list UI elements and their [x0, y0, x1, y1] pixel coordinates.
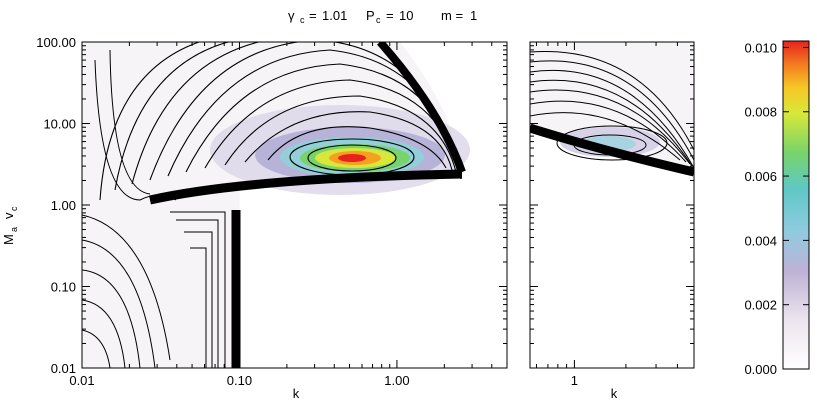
left-y-tick-label: 1.00 — [51, 198, 76, 213]
colorbar-ticks: 0.000 0.002 0.004 0.006 0.008 0.010 — [744, 40, 809, 377]
title-m: m = — [441, 8, 463, 23]
left-y-tick-label: 0.01 — [51, 361, 76, 376]
left-panel: 0.01 0.10 1.00 0.01 0.10 1.00 10.00 100.00 k M… — [1, 35, 508, 401]
y-label-v: v — [1, 212, 16, 219]
left-x-axis-label: k — [293, 386, 300, 401]
left-y-ticks: 0.01 0.10 1.00 10.00 100.00 — [36, 35, 507, 376]
title-gamma: γ — [288, 8, 295, 23]
left-x-tick-label: 0.10 — [227, 373, 252, 388]
left-x-tick-label: 0.01 — [69, 373, 94, 388]
colorbar-tick-label: 0.008 — [744, 105, 777, 120]
left-plot-area — [82, 42, 470, 368]
y-label-sub-a: a — [9, 227, 19, 232]
right-plot-area — [530, 42, 694, 177]
title-gamma-eq: = — [309, 8, 317, 23]
left-y-tick-label: 0.10 — [51, 280, 76, 295]
right-x-tick-label: 1 — [571, 373, 578, 388]
title-m-value: 1 — [470, 8, 477, 23]
left-x-tick-label: 1.00 — [384, 373, 409, 388]
title-p-value: 10 — [399, 8, 413, 23]
title-gamma-sub: c — [300, 15, 305, 25]
y-label-M: M — [1, 234, 16, 245]
colorbar-tick-label: 0.010 — [744, 40, 777, 55]
right-y-ticks — [530, 41, 694, 369]
colorbar-tick-label: 0.000 — [744, 362, 777, 377]
colorbar-tick-label: 0.002 — [744, 298, 777, 313]
title-p: P — [366, 8, 375, 23]
colorbar-gradient — [782, 40, 810, 370]
colorbar-tick-label: 0.006 — [744, 169, 777, 184]
title-p-sub: c — [376, 15, 381, 25]
y-label-sub-c: c — [9, 206, 19, 211]
right-x-axis-label: k — [611, 386, 618, 401]
y-axis-label: M a v c — [1, 206, 19, 245]
left-y-tick-label: 100.00 — [36, 35, 76, 50]
right-panel: 1 k — [529, 41, 695, 401]
left-y-tick-label: 10.00 — [43, 117, 76, 132]
left-x-ticks: 0.01 0.10 1.00 — [69, 42, 508, 388]
title-gamma-value: 1.01 — [322, 8, 347, 23]
colorbar: 0.000 0.002 0.004 0.006 0.008 0.010 — [744, 40, 810, 377]
chart-title: γ c = 1.01 P c = 10 m = 1 — [288, 8, 477, 25]
colorbar-tick-label: 0.004 — [744, 233, 777, 248]
title-p-eq: = — [386, 8, 394, 23]
right-x-ticks: 1 — [535, 42, 678, 388]
